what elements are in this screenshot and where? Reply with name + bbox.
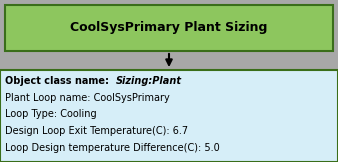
- Text: Loop Design temperature Difference(C): 5.0: Loop Design temperature Difference(C): 5…: [5, 143, 220, 153]
- Bar: [0, 70, 338, 162]
- Bar: [5, 5, 333, 51]
- Text: Object class name:: Object class name:: [5, 76, 116, 86]
- Text: Loop Type: Cooling: Loop Type: Cooling: [5, 109, 97, 119]
- Text: Sizing:Plant: Sizing:Plant: [116, 76, 182, 86]
- Text: Design Loop Exit Temperature(C): 6.7: Design Loop Exit Temperature(C): 6.7: [5, 126, 188, 136]
- Text: Plant Loop name: CoolSysPrimary: Plant Loop name: CoolSysPrimary: [5, 93, 170, 103]
- Text: CoolSysPrimary Plant Sizing: CoolSysPrimary Plant Sizing: [70, 22, 268, 35]
